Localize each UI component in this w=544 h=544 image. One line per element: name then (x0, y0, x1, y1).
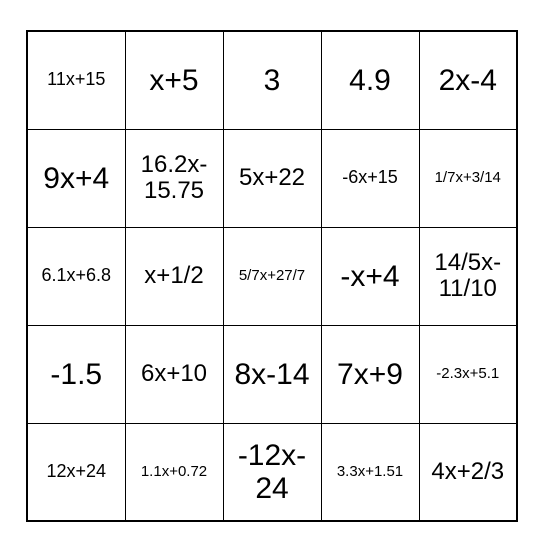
bingo-grid: 11x+15x+534.92x-49x+416.2x-15.755x+22-6x… (26, 30, 518, 522)
grid-cell: 1.1x+0.72 (125, 423, 223, 521)
grid-cell: 16.2x-15.75 (125, 129, 223, 227)
grid-cell: -6x+15 (321, 129, 419, 227)
grid-cell: -12x-24 (223, 423, 321, 521)
grid-cell: -x+4 (321, 227, 419, 325)
grid-cell: 12x+24 (27, 423, 125, 521)
grid-cell: x+1/2 (125, 227, 223, 325)
grid-row: 9x+416.2x-15.755x+22-6x+151/7x+3/14 (27, 129, 517, 227)
grid-cell: 9x+4 (27, 129, 125, 227)
grid-cell: 14/5x-11/10 (419, 227, 517, 325)
grid-cell: 8x-14 (223, 325, 321, 423)
grid-row: 12x+241.1x+0.72-12x-243.3x+1.514x+2/3 (27, 423, 517, 521)
grid-cell: -1.5 (27, 325, 125, 423)
grid-cell: 2x-4 (419, 31, 517, 129)
grid-cell: 3.3x+1.51 (321, 423, 419, 521)
grid-row: 11x+15x+534.92x-4 (27, 31, 517, 129)
grid-cell: 7x+9 (321, 325, 419, 423)
grid-cell: 3 (223, 31, 321, 129)
grid-row: -1.56x+108x-147x+9-2.3x+5.1 (27, 325, 517, 423)
grid-body: 11x+15x+534.92x-49x+416.2x-15.755x+22-6x… (27, 31, 517, 521)
grid-cell: 4.9 (321, 31, 419, 129)
grid-cell: 5x+22 (223, 129, 321, 227)
grid-cell: 11x+15 (27, 31, 125, 129)
grid-cell: 4x+2/3 (419, 423, 517, 521)
grid-cell: 5/7x+27/7 (223, 227, 321, 325)
grid-cell: 6.1x+6.8 (27, 227, 125, 325)
grid-row: 6.1x+6.8x+1/25/7x+27/7-x+414/5x-11/10 (27, 227, 517, 325)
grid-cell: -2.3x+5.1 (419, 325, 517, 423)
grid-cell: 6x+10 (125, 325, 223, 423)
grid-cell: x+5 (125, 31, 223, 129)
grid-cell: 1/7x+3/14 (419, 129, 517, 227)
